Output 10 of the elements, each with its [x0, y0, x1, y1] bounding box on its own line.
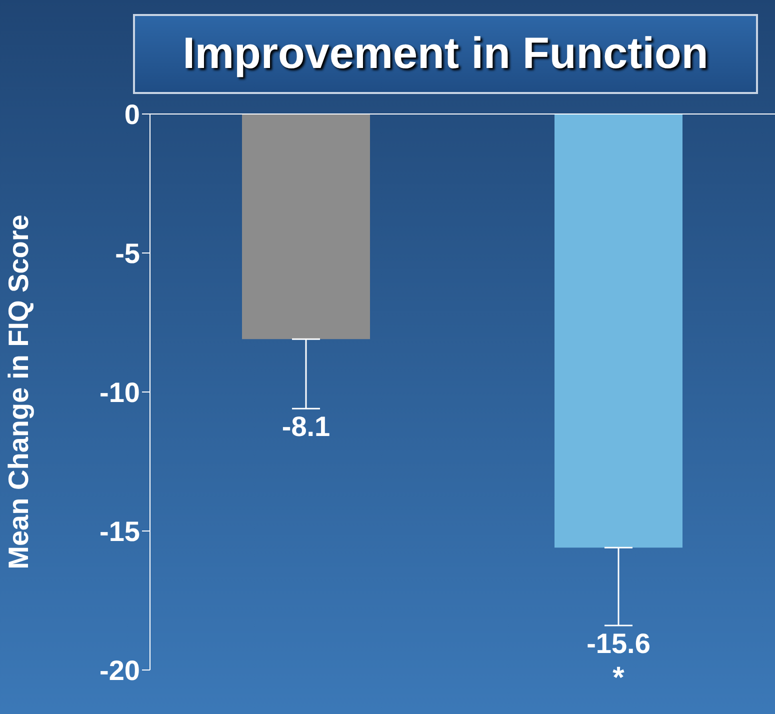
y-tick-label: -15	[100, 516, 140, 547]
annotation: *	[612, 662, 625, 695]
data-label: -15.6	[586, 628, 650, 659]
y-tick-label: -5	[115, 238, 140, 269]
y-tick-label: 0	[124, 98, 140, 130]
chart-title: Improvement in Function	[182, 29, 708, 79]
y-axis-title: Mean Change in FIQ Score	[2, 214, 34, 570]
y-tick-label: -10	[100, 376, 140, 408]
y-tick-label: -20	[100, 654, 140, 686]
data-label: -8.1	[282, 411, 330, 442]
